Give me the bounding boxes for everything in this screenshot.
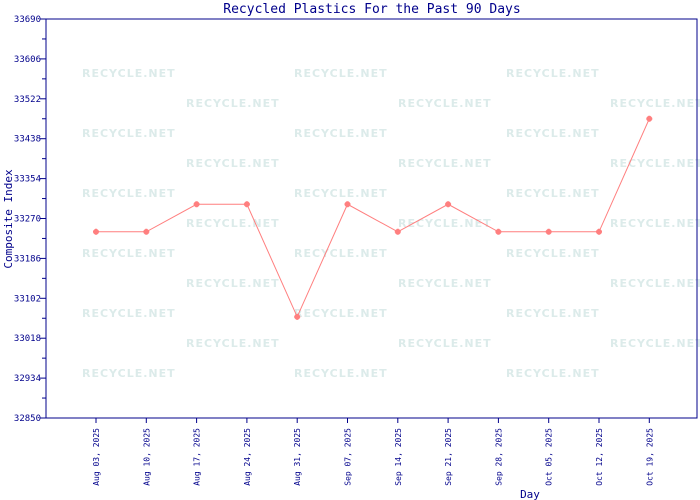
watermark-text: RECYCLE.NET	[294, 367, 388, 380]
x-tick-label: Sep 28, 2025	[494, 428, 503, 486]
watermark-text: RECYCLE.NET	[398, 277, 492, 290]
watermark-text: RECYCLE.NET	[82, 247, 176, 260]
watermark-text: RECYCLE.NET	[398, 337, 492, 350]
watermark-text: RECYCLE.NET	[82, 367, 176, 380]
x-tick-label: Sep 21, 2025	[444, 428, 453, 486]
y-tick-label: 33606	[14, 55, 41, 65]
y-tick-label: 33186	[14, 254, 41, 264]
data-point	[344, 201, 351, 208]
watermark-text: RECYCLE.NET	[294, 247, 388, 260]
chart-title: Recycled Plastics For the Past 90 Days	[223, 2, 520, 17]
y-axis-label: Composite Index	[2, 169, 15, 269]
series-line	[96, 118, 650, 319]
data-point	[545, 228, 552, 235]
y-tick-label: 33270	[14, 215, 41, 225]
data-point	[495, 228, 502, 235]
x-tick-label: Aug 17, 2025	[193, 428, 202, 486]
watermark-text: RECYCLE.NET	[506, 67, 600, 80]
watermark-text: RECYCLE.NET	[82, 67, 176, 80]
x-tick-label: Sep 14, 2025	[394, 428, 403, 486]
x-tick-label: Aug 31, 2025	[293, 428, 302, 486]
y-tick-label: 32934	[14, 374, 41, 384]
watermark-text: RECYCLE.NET	[610, 337, 700, 350]
x-axis-label: Day	[520, 488, 540, 500]
watermark-text: RECYCLE.NET	[610, 217, 700, 230]
watermark-text: RECYCLE.NET	[294, 307, 388, 320]
y-axis: 32850 32934 33018 33102 33186 33270 33354 33438…	[14, 15, 46, 424]
data-point	[193, 201, 200, 208]
x-tick-label: Aug 03, 2025	[92, 428, 101, 486]
y-tick-label: 32850	[14, 414, 41, 424]
x-tick-label: Aug 24, 2025	[243, 428, 252, 486]
data-point	[394, 228, 401, 235]
watermark-text: RECYCLE.NET	[398, 157, 492, 170]
data-point	[243, 201, 250, 208]
watermark-text: RECYCLE.NET	[186, 157, 280, 170]
watermarks: RECYCLE.NET RECYCLE.NET RECYCLE.NET RECYCLE…	[82, 67, 700, 380]
watermark-text: RECYCLE.NET	[294, 127, 388, 140]
data-point	[646, 115, 653, 122]
data-point	[445, 201, 452, 208]
watermark-text: RECYCLE.NET	[186, 217, 280, 230]
watermark-text: RECYCLE.NET	[506, 307, 600, 320]
x-axis: Aug 03, 2025 Aug 10, 2025 Aug 17, 2025 Aug …	[92, 418, 654, 486]
watermark-text: RECYCLE.NET	[398, 217, 492, 230]
x-tick-label: Oct 12, 2025	[595, 428, 604, 486]
watermark-text: RECYCLE.NET	[506, 187, 600, 200]
y-tick-label: 33018	[14, 334, 41, 344]
watermark-text: RECYCLE.NET	[610, 277, 700, 290]
y-tick-label: 33690	[14, 15, 41, 25]
watermark-text: RECYCLE.NET	[82, 187, 176, 200]
watermark-text: RECYCLE.NET	[186, 277, 280, 290]
y-tick-label: 33522	[14, 95, 41, 105]
x-tick-label: Oct 05, 2025	[545, 428, 554, 486]
series	[93, 115, 653, 320]
watermark-text: RECYCLE.NET	[506, 127, 600, 140]
x-tick-label: Aug 10, 2025	[142, 428, 151, 486]
y-tick-label: 33354	[14, 175, 41, 185]
watermark-text: RECYCLE.NET	[82, 127, 176, 140]
data-point	[596, 228, 602, 235]
watermark-text: RECYCLE.NET	[610, 97, 700, 110]
watermark-text: RECYCLE.NET	[186, 337, 280, 350]
y-tick-label: 33102	[14, 294, 41, 304]
watermark-text: RECYCLE.NET	[506, 367, 600, 380]
watermark-text: RECYCLE.NET	[506, 247, 600, 260]
watermark-text: RECYCLE.NET	[294, 187, 388, 200]
data-point	[294, 313, 301, 320]
watermark-text: RECYCLE.NET	[294, 67, 388, 80]
y-tick-label: 33438	[14, 135, 41, 145]
x-tick-label: Oct 19, 2025	[645, 428, 654, 486]
watermark-text: RECYCLE.NET	[82, 307, 176, 320]
data-point	[143, 228, 150, 235]
watermark-text: RECYCLE.NET	[610, 157, 700, 170]
watermark-text: RECYCLE.NET	[398, 97, 492, 110]
watermark-text: RECYCLE.NET	[186, 97, 280, 110]
data-point	[93, 228, 99, 235]
x-tick-label: Sep 07, 2025	[344, 428, 353, 486]
